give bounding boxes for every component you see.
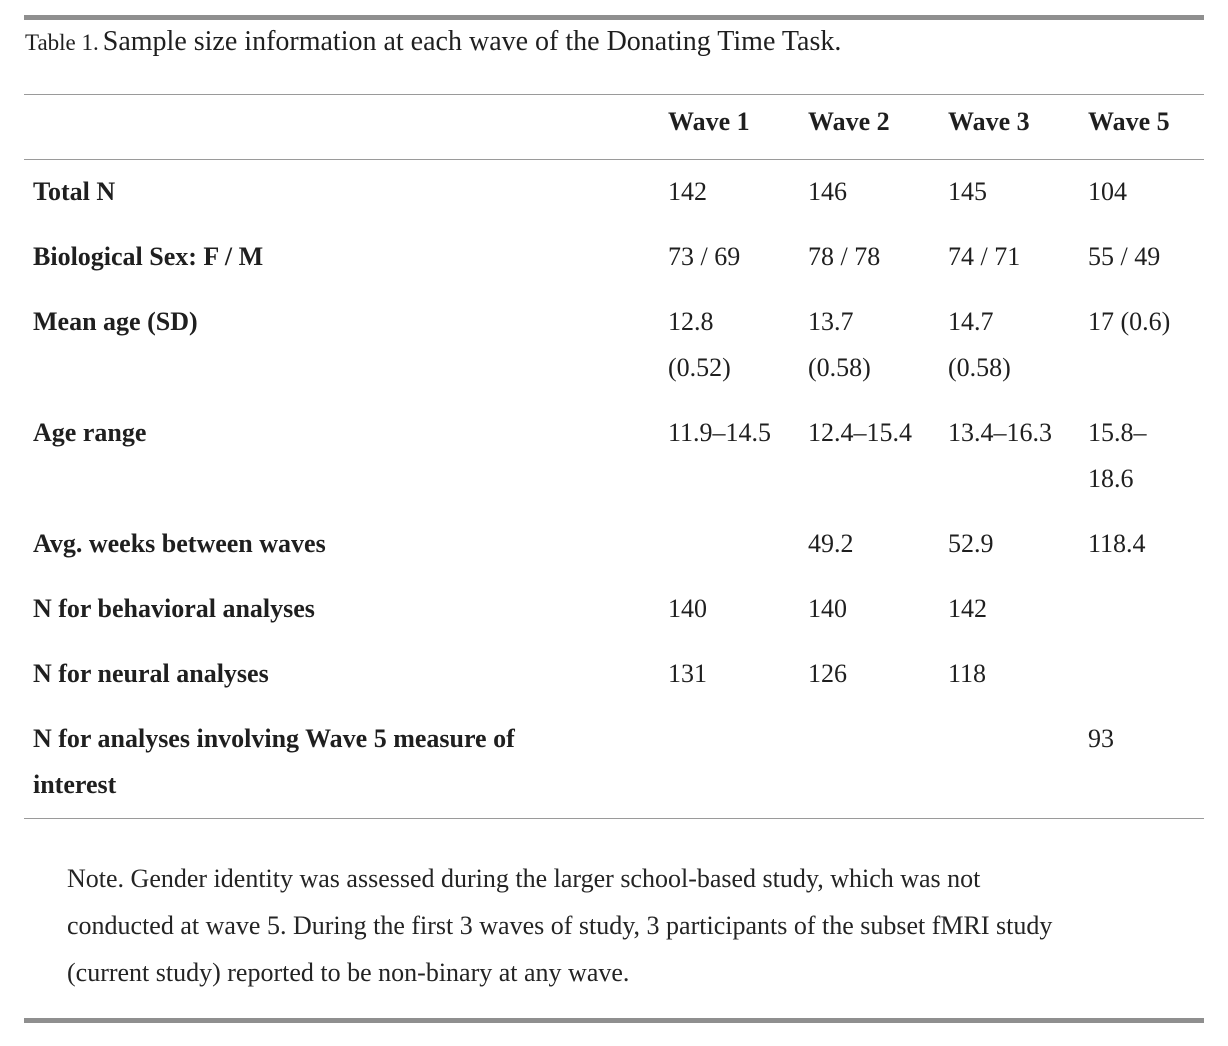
row-label: N for behavioral analyses: [24, 577, 668, 642]
value-cell: 49.2: [808, 529, 854, 558]
value-cell: 104: [1088, 177, 1127, 206]
column-header: Wave 1: [668, 107, 750, 136]
table-note: Note. Gender identity was assessed durin…: [24, 819, 1204, 1023]
table-row: Avg. weeks between waves 49.2 52.9 118.4: [24, 512, 1204, 577]
value-cell: [668, 707, 808, 818]
row-label-text: Mean age (SD): [33, 307, 198, 336]
value-cell: 140: [668, 594, 707, 623]
table-row: N for behavioral analyses 140 140 142: [24, 577, 1204, 642]
row-label-text: N for behavioral analyses: [33, 594, 315, 623]
row-label: Total N: [24, 160, 668, 225]
value-cell: 14.7 (0.58): [948, 307, 1011, 382]
value-cell: 78 / 78: [808, 242, 881, 271]
table-caption-text: Sample size information at each wave of …: [102, 26, 842, 57]
row-label-text: N for neural analyses: [33, 659, 269, 688]
table-row: Age range 11.9–14.5 12.4–15.4 13.4–16.3 15.…: [24, 401, 1204, 512]
value-cell: 140: [808, 594, 847, 623]
column-header: Wave 3: [948, 107, 1030, 136]
row-label: N for neural analyses: [24, 642, 668, 707]
row-label: Biological Sex: F / M: [24, 225, 668, 290]
value-cell: 142: [668, 177, 707, 206]
value-cell: [948, 707, 1088, 818]
table-caption: Table 1. Sample size information at each…: [24, 20, 1204, 95]
value-cell: 93: [1088, 724, 1114, 753]
value-cell: 74 / 71: [948, 242, 1021, 271]
value-cell: 12.4–15.4: [808, 418, 912, 447]
table-row: Total N 142 146 145 104: [24, 160, 1204, 225]
table-body: Total N 142 146 145 104 Biological Sex: F /…: [24, 160, 1204, 819]
row-label-text: Avg. weeks between waves: [33, 529, 326, 558]
value-cell: 13.4–16.3: [948, 418, 1052, 447]
row-label-text: Age range: [33, 418, 147, 447]
value-cell: 146: [808, 177, 847, 206]
value-cell: 55 / 49: [1088, 242, 1161, 271]
row-label-text: N for analyses involving Wave 5 measure …: [33, 724, 515, 799]
value-cell: 145: [948, 177, 987, 206]
table-figure: Table 1. Sample size information at each…: [24, 15, 1204, 1023]
value-cell: 11.9–14.5: [668, 418, 772, 447]
value-cell: 126: [808, 659, 847, 688]
value-cell: 12.8 (0.52): [668, 307, 731, 382]
value-cell: 118.4: [1088, 529, 1146, 558]
table-number-label: Table 1.: [25, 30, 99, 55]
value-cell: [668, 512, 808, 577]
row-label: Mean age (SD): [24, 290, 668, 401]
header-spacer-cell: [24, 95, 668, 159]
value-cell: [1088, 577, 1204, 642]
table-row: N for analyses involving Wave 5 measure …: [24, 707, 1204, 818]
value-cell: 15.8– 18.6: [1088, 418, 1147, 493]
row-label: Age range: [24, 401, 668, 512]
header-row: Wave 1 Wave 2 Wave 3 Wave 5: [24, 95, 1204, 160]
table-row: Mean age (SD) 12.8 (0.52) 13.7 (0.58) 14.7…: [24, 290, 1204, 401]
value-cell: 142: [948, 594, 987, 623]
value-cell: 52.9: [948, 529, 994, 558]
value-cell: 73 / 69: [668, 242, 741, 271]
row-label-text: Total N: [33, 177, 116, 206]
value-cell: 13.7 (0.58): [808, 307, 871, 382]
value-cell: 131: [668, 659, 707, 688]
column-header: Wave 2: [808, 107, 890, 136]
row-label: N for analyses involving Wave 5 measure …: [24, 707, 668, 818]
value-cell: [1088, 642, 1204, 707]
row-label: Avg. weeks between waves: [24, 512, 668, 577]
value-cell: 17 (0.6): [1088, 307, 1171, 336]
value-cell: [808, 707, 948, 818]
value-cell: 118: [948, 659, 987, 688]
column-header: Wave 5: [1088, 107, 1170, 136]
note-text: Note. Gender identity was assessed durin…: [67, 864, 1053, 987]
table-row: Biological Sex: F / M 73 / 69 78 / 78 74 /…: [24, 225, 1204, 290]
top-rule: [24, 15, 1204, 20]
table-row: N for neural analyses 131 126 118: [24, 642, 1204, 707]
row-label-text: Biological Sex: F / M: [33, 242, 264, 271]
